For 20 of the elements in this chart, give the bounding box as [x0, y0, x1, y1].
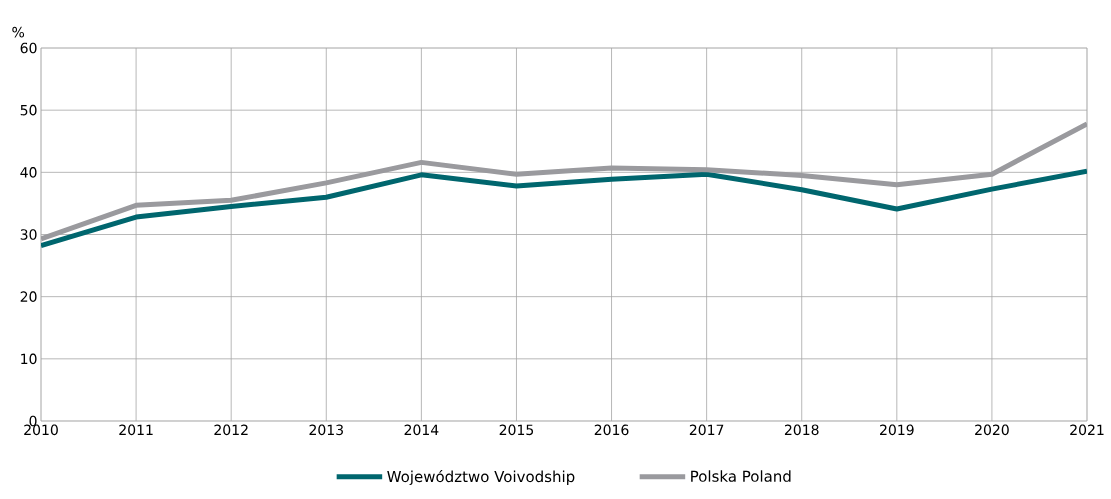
y-axis-title: % — [12, 26, 25, 38]
x-tick-label: 2020 — [975, 424, 1009, 436]
x-tick-label: 2013 — [309, 424, 343, 436]
x-tick-label: 2012 — [214, 424, 248, 436]
x-tick-label: 2018 — [784, 424, 819, 436]
y-tick-label: 20 — [20, 291, 37, 302]
x-tick-label: 2014 — [404, 424, 439, 436]
x-tick-label: 2017 — [689, 424, 724, 436]
x-tick-label: 2019 — [880, 424, 914, 436]
y-tick-label: 30 — [20, 229, 37, 240]
x-tick-label: 2021 — [1070, 424, 1104, 436]
legend-label: Polska Poland — [691, 470, 791, 482]
x-tick-label: 2016 — [594, 424, 629, 436]
x-tick-label: 2015 — [499, 424, 534, 436]
legend-label: Województwo Voivodship — [387, 469, 575, 486]
x-tick-label: 2011 — [119, 424, 153, 436]
y-tick-label: 10 — [21, 353, 37, 365]
y-tick-label: 40 — [20, 167, 37, 178]
y-tick-label: 50 — [20, 104, 37, 116]
y-tick-label: 60 — [20, 42, 37, 54]
